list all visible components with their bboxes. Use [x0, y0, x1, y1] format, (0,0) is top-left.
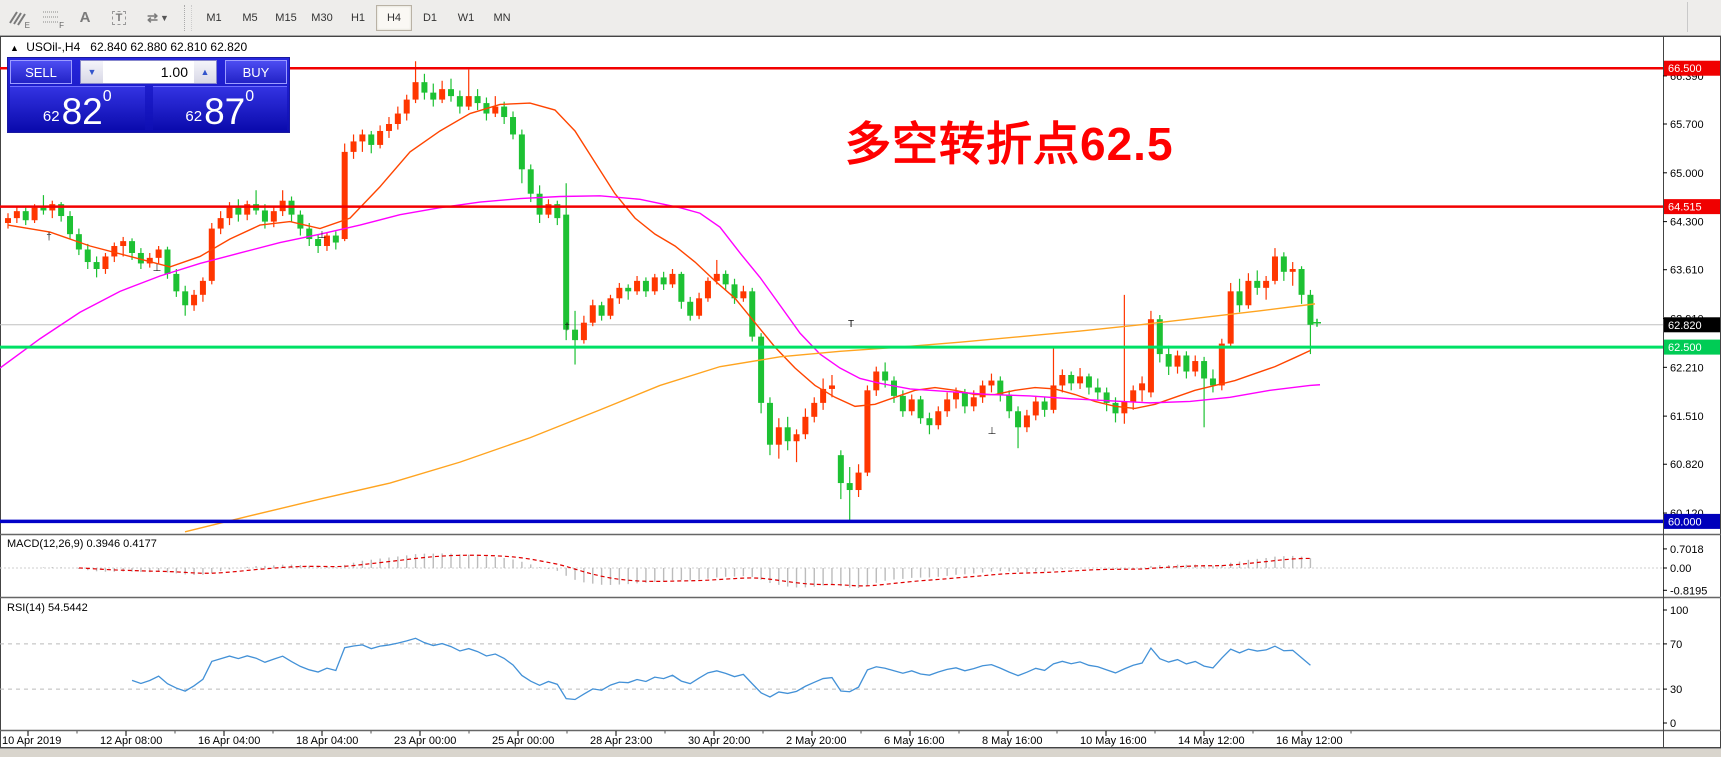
svg-text:64.515: 64.515 — [1668, 202, 1702, 214]
buy-price-pip: 0 — [245, 88, 255, 105]
timeframe-H1[interactable]: H1 — [350, 11, 366, 24]
sell-price-pip: 0 — [102, 88, 112, 105]
svg-text:100: 100 — [1670, 605, 1688, 617]
svg-text:62.210: 62.210 — [1670, 362, 1704, 374]
svg-text:0: 0 — [1670, 718, 1676, 730]
svg-text:18 Apr 04:00: 18 Apr 04:00 — [296, 735, 358, 747]
rsi-label: RSI(14) 54.5442 — [7, 602, 88, 614]
arrows-dropdown-caret[interactable]: ▼ — [159, 12, 169, 23]
svg-text:⊥: ⊥ — [318, 230, 327, 241]
buy-price-main: 87 — [204, 90, 246, 132]
sell-button[interactable]: SELL — [10, 60, 72, 84]
svg-text:16 May 12:00: 16 May 12:00 — [1276, 735, 1343, 747]
svg-text:30: 30 — [1670, 684, 1682, 696]
toolbar: E F A T ⇄ ▼ M1 M5 M15 M30 H1 H4 D1 W1 MN — [0, 0, 1721, 36]
timeframe-bar: M1 M5 M15 M30 H1 H4 D1 W1 MN — [196, 4, 520, 31]
chart-style-icon[interactable]: E — [0, 5, 34, 31]
svg-text:8 May 16:00: 8 May 16:00 — [982, 735, 1043, 747]
arrows-glyph: ⇄ — [147, 9, 158, 25]
chart-annotation-text: 多空转折点62.5 — [845, 118, 1174, 170]
toolbar-separator — [184, 4, 192, 31]
sell-price-main: 82 — [61, 90, 103, 132]
svg-text:⊥: ⊥ — [988, 426, 997, 437]
chart-title: ▲ USOil-,H4 62.840 62.880 62.810 62.820 — [10, 40, 247, 54]
svg-text:†: † — [564, 322, 570, 333]
toolbar-separator-right — [1687, 2, 1688, 32]
timeframe-M1[interactable]: M1 — [206, 11, 222, 24]
volume-down-button[interactable]: ▼ — [81, 61, 103, 83]
svg-text:62.820: 62.820 — [1668, 320, 1702, 332]
volume-input[interactable] — [103, 61, 194, 83]
svg-text:†: † — [46, 232, 52, 243]
svg-text:12 Apr 08:00: 12 Apr 08:00 — [100, 735, 162, 747]
hatch-icon — [9, 10, 26, 26]
textbox-glyph: T — [111, 10, 127, 25]
timeframe-M30[interactable]: M30 — [311, 11, 333, 24]
svg-text:65.000: 65.000 — [1670, 168, 1704, 180]
svg-text:⊥: ⊥ — [153, 263, 162, 274]
svg-text:16 Apr 04:00: 16 Apr 04:00 — [198, 735, 260, 747]
svg-text:63.610: 63.610 — [1670, 265, 1704, 277]
svg-text:2 May 20:00: 2 May 20:00 — [786, 735, 847, 747]
horizontal-scrollbar[interactable] — [0, 748, 1721, 757]
buy-price-prefix: 62 — [185, 108, 203, 125]
one-click-panel-toggle[interactable]: ▲ — [10, 43, 19, 53]
buy-button[interactable]: BUY — [225, 60, 287, 84]
svg-text:14 May 12:00: 14 May 12:00 — [1178, 735, 1245, 747]
svg-text:23 Apr 00:00: 23 Apr 00:00 — [394, 735, 456, 747]
text-tool-icon[interactable]: A — [68, 5, 102, 31]
svg-text:65.700: 65.700 — [1670, 119, 1704, 131]
svg-text:10 Apr 2019: 10 Apr 2019 — [2, 735, 61, 747]
svg-text:25 Apr 00:00: 25 Apr 00:00 — [492, 735, 554, 747]
svg-text:60.000: 60.000 — [1668, 516, 1702, 528]
timeframe-W1[interactable]: W1 — [457, 11, 475, 24]
svg-text:66.500: 66.500 — [1668, 63, 1702, 75]
svg-text:0.7018: 0.7018 — [1670, 544, 1704, 556]
grid-glyph-icon — [43, 11, 59, 22]
svg-text:10 May 16:00: 10 May 16:00 — [1080, 735, 1147, 747]
grid-icon[interactable]: F — [34, 5, 68, 31]
svg-text:62.500: 62.500 — [1668, 342, 1702, 354]
svg-text:6 May 16:00: 6 May 16:00 — [884, 735, 945, 747]
svg-text:61.510: 61.510 — [1670, 411, 1704, 423]
price-chart[interactable]: †⊥⊥†T⊥66.39065.70065.00064.30063.61062.9… — [0, 36, 1721, 756]
buy-price-button[interactable]: 62 87 0 — [152, 86, 287, 132]
tool-sub-label: F — [59, 20, 64, 30]
timeframe-MN[interactable]: MN — [493, 11, 511, 24]
sell-price-prefix: 62 — [42, 108, 60, 125]
volume-up-button[interactable]: ▲ — [194, 61, 216, 83]
timeframe-H4[interactable]: H4 — [376, 4, 412, 31]
macd-label: MACD(12,26,9) 0.3946 0.4177 — [7, 538, 157, 550]
symbol-period-label: USOil-,H4 — [26, 40, 81, 54]
timeframe-D1[interactable]: D1 — [422, 11, 438, 24]
svg-text:-0.8195: -0.8195 — [1670, 585, 1707, 597]
svg-text:T: T — [848, 319, 854, 330]
timeframe-M15[interactable]: M15 — [275, 11, 297, 24]
text-tool-glyph: A — [79, 9, 91, 26]
one-click-trading-panel: SELL ▼ ▲ BUY 62 82 0 62 87 0 — [7, 57, 290, 133]
volume-stepper: ▼ ▲ — [80, 60, 217, 84]
svg-text:28 Apr 23:00: 28 Apr 23:00 — [590, 735, 652, 747]
svg-text:30 Apr 20:00: 30 Apr 20:00 — [688, 735, 750, 747]
ohlc-quote: 62.840 62.880 62.810 62.820 — [90, 40, 248, 54]
textbox-tool-icon[interactable]: T — [102, 5, 136, 31]
sell-price-button[interactable]: 62 82 0 — [10, 86, 145, 130]
svg-text:60.820: 60.820 — [1670, 459, 1704, 471]
svg-text:70: 70 — [1670, 639, 1682, 651]
svg-text:0.00: 0.00 — [1670, 563, 1691, 575]
tool-sub-label: E — [24, 20, 30, 30]
arrows-tool-icon[interactable]: ⇄ ▼ — [136, 5, 180, 31]
timeframe-M5[interactable]: M5 — [242, 11, 258, 24]
svg-text:64.300: 64.300 — [1670, 217, 1704, 229]
